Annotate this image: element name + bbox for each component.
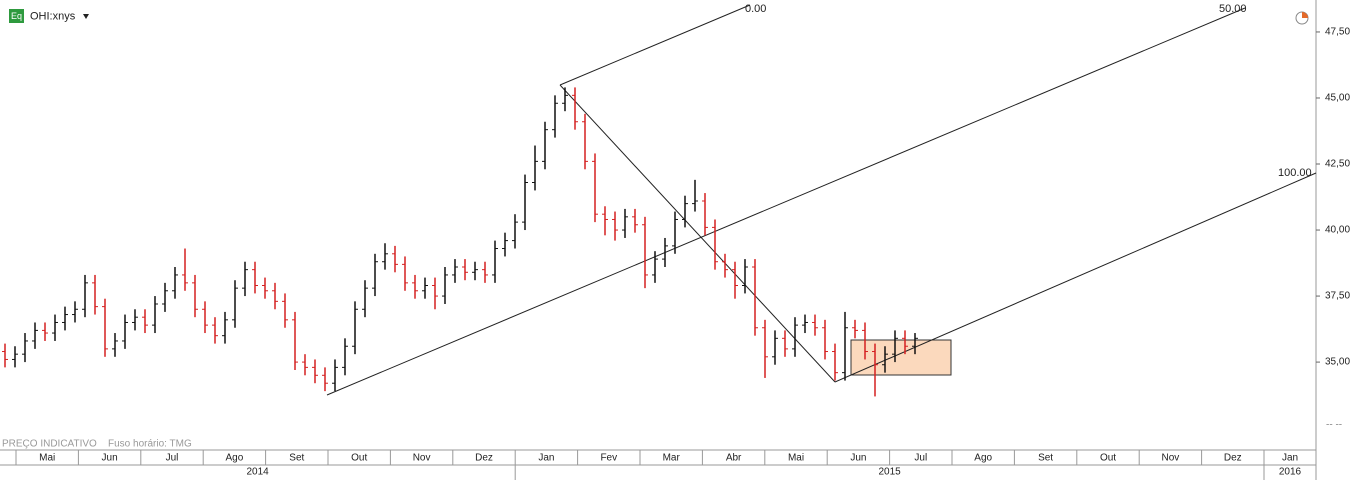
y-tick-label: 40,00 bbox=[1325, 225, 1350, 236]
month-label: Set bbox=[289, 453, 304, 464]
y-tick-label: 37,50 bbox=[1325, 291, 1350, 302]
y-tick-label: 42,50 bbox=[1325, 159, 1350, 170]
plot-area bbox=[0, 0, 1316, 450]
annotation: 0.00 bbox=[745, 3, 766, 15]
annotation: 50.00 bbox=[1219, 3, 1247, 15]
month-label: Abr bbox=[726, 453, 742, 464]
footer-timezone: Fuso horário: TMG bbox=[108, 439, 192, 450]
month-label: Jun bbox=[850, 453, 866, 464]
year-label: 2014 bbox=[246, 467, 269, 478]
month-label: Mai bbox=[788, 453, 804, 464]
month-label: Fev bbox=[600, 453, 617, 464]
month-label: Jul bbox=[914, 453, 927, 464]
clock-icon-part bbox=[1302, 12, 1308, 18]
month-label: Dez bbox=[1224, 453, 1242, 464]
month-label: Nov bbox=[413, 453, 431, 464]
month-label: Jan bbox=[538, 453, 554, 464]
month-label: Out bbox=[351, 453, 367, 464]
fork-line-median bbox=[326, 7, 1246, 396]
year-label: 2015 bbox=[878, 467, 901, 478]
month-label: Jan bbox=[1282, 453, 1298, 464]
y-tick-label: 47,50 bbox=[1325, 27, 1350, 38]
month-label: Dez bbox=[475, 453, 493, 464]
month-label: Mar bbox=[663, 453, 681, 464]
month-label: Set bbox=[1038, 453, 1053, 464]
symbol-name[interactable]: OHI:xnys bbox=[30, 10, 76, 22]
fork-line-top bbox=[559, 4, 751, 86]
month-label: Out bbox=[1100, 453, 1116, 464]
month-label: Ago bbox=[226, 453, 244, 464]
symbol-icon[interactable] bbox=[9, 9, 24, 23]
month-label: Jun bbox=[102, 453, 118, 464]
month-label: Ago bbox=[974, 453, 992, 464]
footer-label: PREÇO INDICATIVO bbox=[2, 439, 97, 450]
month-label: Mai bbox=[39, 453, 55, 464]
month-label: Nov bbox=[1162, 453, 1180, 464]
fork-handle bbox=[559, 84, 836, 383]
dropdown-arrow[interactable] bbox=[83, 14, 89, 19]
highlight-box bbox=[850, 339, 952, 376]
y-tick-label: 45,00 bbox=[1325, 93, 1350, 104]
year-label: 2016 bbox=[1279, 467, 1302, 478]
y-tick-label: 35,00 bbox=[1325, 357, 1350, 368]
symbol-icon-text: Eq bbox=[11, 11, 22, 21]
y-axis-footer: -- -- bbox=[1326, 420, 1342, 431]
month-label: Jul bbox=[166, 453, 179, 464]
annotation: 100.00 bbox=[1278, 167, 1312, 179]
